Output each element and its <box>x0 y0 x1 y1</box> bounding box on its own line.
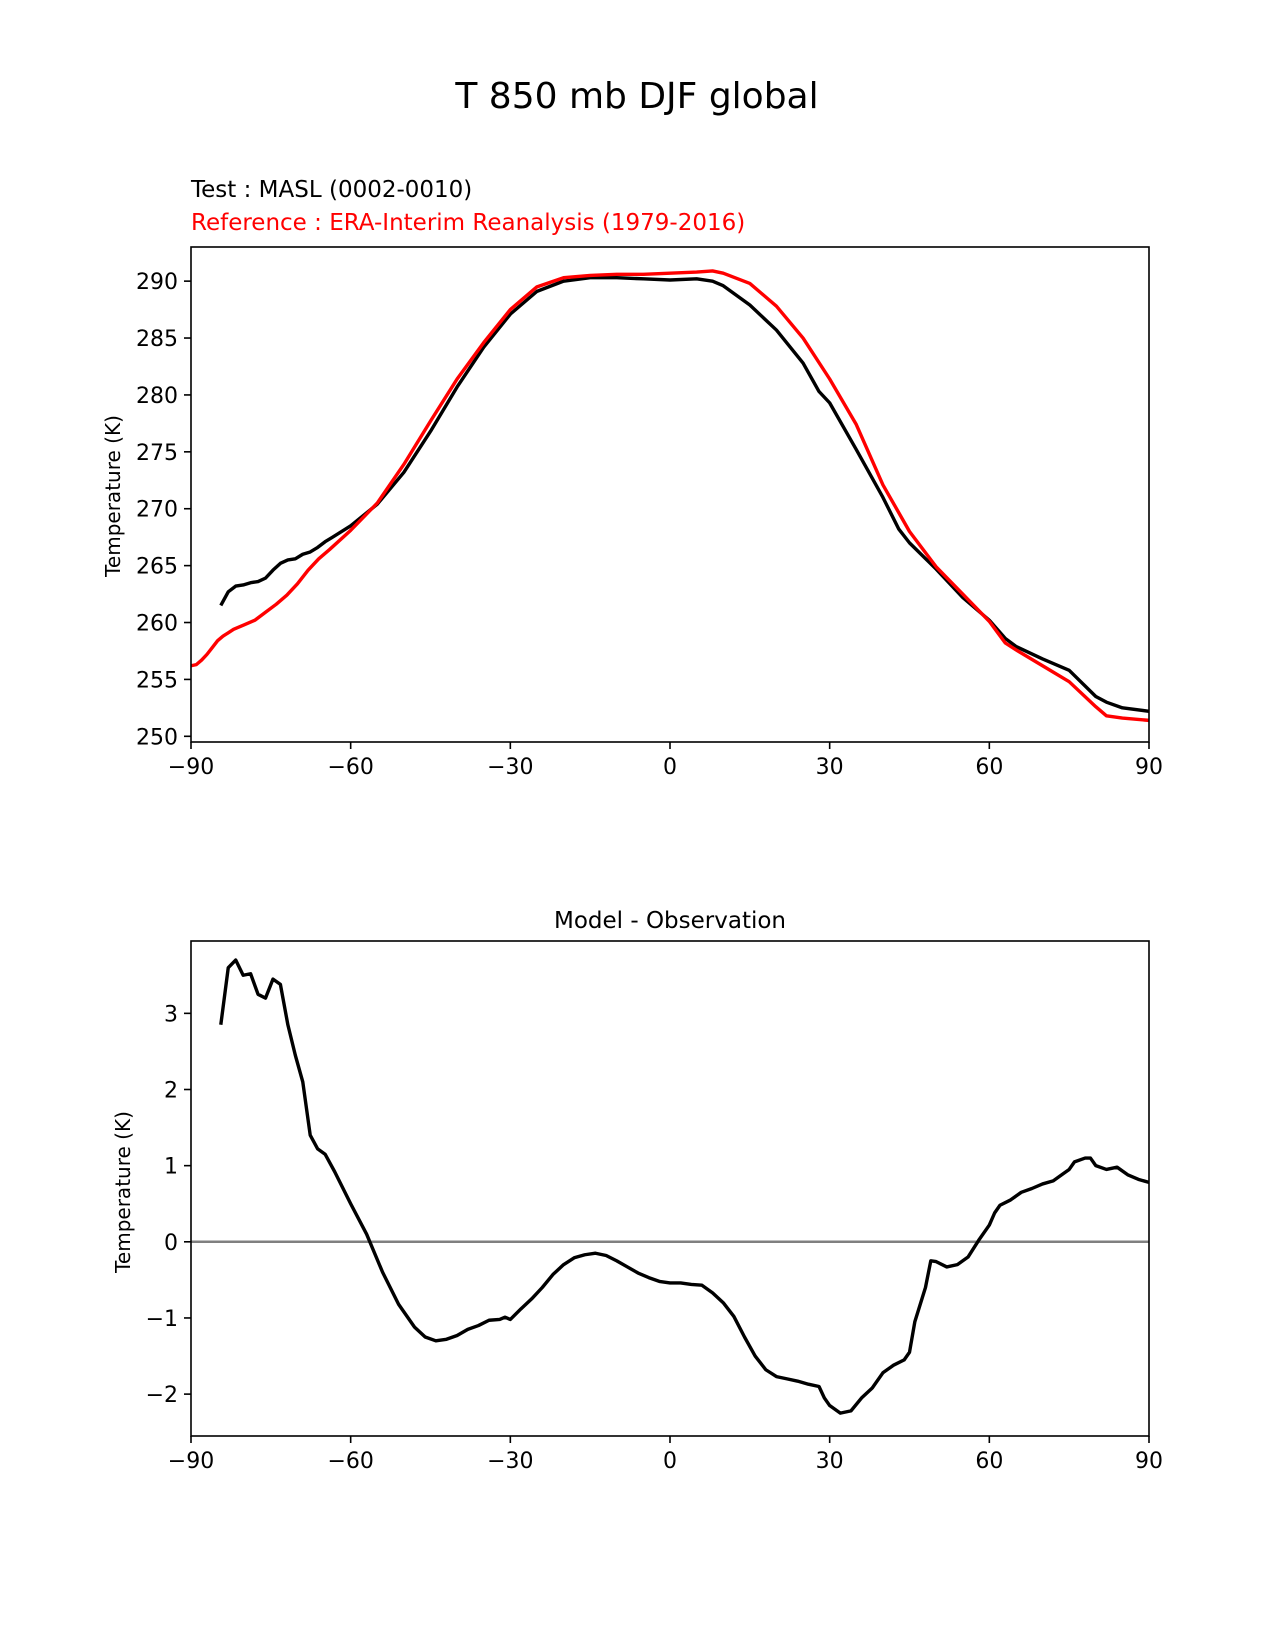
y-tick-label: 280 <box>136 384 178 409</box>
x-tick-label: 60 <box>975 755 1003 780</box>
y-tick-label: 290 <box>136 270 178 295</box>
bottom-panel-title: Model - Observation <box>554 908 786 934</box>
bottom-y-axis-label: Temperature (K) <box>111 1111 135 1274</box>
top-panel: Test : MASL (0002-0010) Reference : ERA-… <box>101 177 1163 780</box>
x-tick-label: −90 <box>168 755 214 780</box>
y-tick-label: −1 <box>146 1307 178 1332</box>
x-tick-label: 30 <box>816 755 844 780</box>
y-tick-label: 255 <box>136 668 178 693</box>
bottom-panel: Model - Observation Temperature (K) −90−… <box>111 908 1163 1474</box>
y-tick-label: 0 <box>164 1231 178 1256</box>
test-subtitle: Test : MASL (0002-0010) <box>190 177 472 203</box>
x-tick-label: 0 <box>663 755 677 780</box>
x-tick-label: 90 <box>1135 1449 1163 1474</box>
series-line-reference <box>190 269 1150 723</box>
x-tick-label: −30 <box>487 1449 533 1474</box>
x-tick-label: 0 <box>663 1449 677 1474</box>
y-tick-label: −2 <box>146 1383 178 1408</box>
y-tick-label: 275 <box>136 441 178 466</box>
axes-frame <box>190 940 1150 1437</box>
x-tick-label: −30 <box>487 755 533 780</box>
y-tick-label: 260 <box>136 612 178 637</box>
x-tick-label: −60 <box>327 755 373 780</box>
bottom-plot-area: −90 −60 −30 0 30 60 90 −2 −1 0 1 2 3 <box>146 940 1163 1474</box>
y-tick-label: 1 <box>164 1155 178 1180</box>
y-tick-label: 3 <box>164 1002 178 1027</box>
x-tick-label: 30 <box>816 1449 844 1474</box>
top-y-axis-label: Temperature (K) <box>101 415 125 578</box>
y-tick-label: 2 <box>164 1079 178 1104</box>
y-tick-label: 250 <box>136 725 178 750</box>
reference-subtitle: Reference : ERA-Interim Reanalysis (1979… <box>191 210 745 236</box>
y-tick-label: 265 <box>136 555 178 580</box>
axes-frame <box>190 246 1150 743</box>
x-tick-label: −60 <box>327 1449 373 1474</box>
y-tick-label: 270 <box>136 498 178 523</box>
x-tick-label: 90 <box>1135 755 1163 780</box>
x-tick-label: 60 <box>975 1449 1003 1474</box>
y-tick-label: 285 <box>136 327 178 352</box>
series-line-diff <box>219 958 1150 1415</box>
x-tick-label: −90 <box>168 1449 214 1474</box>
figure-title: T 850 mb DJF global <box>454 76 818 117</box>
top-plot-area: −90 −60 −30 0 30 60 90 250 255 260 265 270 275 280 285… <box>136 246 1163 780</box>
